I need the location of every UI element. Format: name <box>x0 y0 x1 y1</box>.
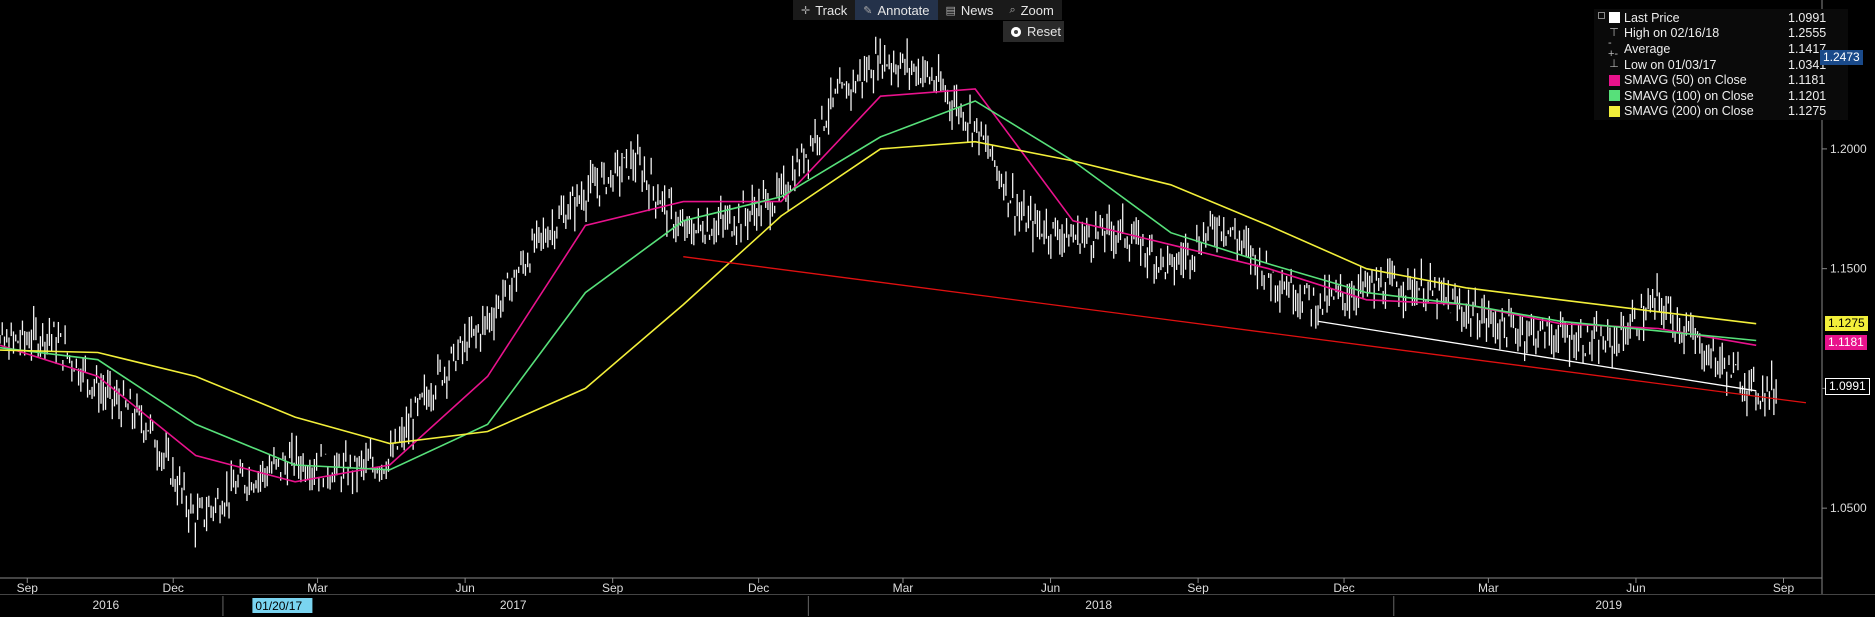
sma50-price-tag: 1.1181 <box>1825 335 1867 350</box>
y-tick-label: 1.2000 <box>1830 142 1867 156</box>
legend-row: SMAVG (50) on Close 1.1181 <box>1594 72 1848 88</box>
legend-swatch <box>1608 12 1620 24</box>
price-bars <box>0 36 1777 548</box>
legend-value: 1.0991 <box>1788 10 1827 25</box>
legend-value: 1.1275 <box>1788 104 1827 119</box>
year-label: 2019 <box>1595 598 1622 612</box>
legend-label: SMAVG (50) on Close <box>1624 73 1747 88</box>
month-label: Mar <box>307 581 328 595</box>
legend-swatch <box>1608 105 1620 117</box>
moving-average-lines <box>0 88 1757 483</box>
legend-marker-icon: -+- <box>1608 36 1619 60</box>
month-label: Dec <box>748 581 769 595</box>
legend-label: Average <box>1624 41 1671 56</box>
sma-line <box>0 100 1757 471</box>
legend-swatch <box>1608 74 1620 86</box>
magnifier-icon: ⌕ <box>1009 3 1016 16</box>
reset-label: Reset <box>1027 24 1061 39</box>
chart-toolbar: ✛ Track ✎ Annotate ▤ News ⌕ Zoom <box>793 0 1062 20</box>
last-price-tag: 1.0991 <box>1825 378 1870 395</box>
month-label: Jun <box>1626 581 1645 595</box>
legend-row: Last Price 1.0991 <box>1594 10 1848 26</box>
legend-value: 1.2555 <box>1788 26 1827 41</box>
legend-marker-icon: ⊥ <box>1609 58 1619 71</box>
month-label: Sep <box>17 581 39 595</box>
pencil-icon: ✎ <box>863 4 873 17</box>
zoom-label: Zoom <box>1020 2 1054 18</box>
legend-value: 1.1417 <box>1788 41 1827 56</box>
zoom-button[interactable]: ⌕ Zoom <box>1001 0 1061 20</box>
trendlines <box>683 256 1807 404</box>
year-label: 2018 <box>1085 598 1112 612</box>
legend-value: 1.1181 <box>1788 73 1826 88</box>
month-label: Jun <box>1041 581 1060 595</box>
crosshair-icon: ✛ <box>801 4 811 17</box>
sma-line <box>0 88 1757 483</box>
annotate-button[interactable]: ✎ Annotate <box>855 0 938 20</box>
legend-label: Last Price <box>1624 10 1680 25</box>
legend-row: ⊥ Low on 01/03/17 1.0341 <box>1594 57 1848 73</box>
high-price-tag: 1.2473 <box>1820 50 1863 65</box>
chart-legend: Last Price 1.0991 ⊤ High on 02/16/18 1.2555-… <box>1594 9 1848 121</box>
reset-icon <box>1011 26 1021 37</box>
month-label: Dec <box>163 581 184 595</box>
news-label: News <box>960 2 994 18</box>
month-label: Dec <box>1333 581 1354 595</box>
month-label: Mar <box>893 581 914 595</box>
sma-line <box>0 140 1757 445</box>
legend-value: 1.1201 <box>1788 88 1827 103</box>
legend-collapse-icon[interactable] <box>1598 12 1605 19</box>
legend-row: ⊤ High on 02/16/18 1.2555 <box>1594 26 1848 42</box>
trendline <box>1318 320 1757 392</box>
month-label: Sep <box>1773 581 1795 595</box>
legend-label: Low on 01/03/17 <box>1624 57 1717 72</box>
sma200-price-tag: 1.1275 <box>1825 316 1868 331</box>
x-axis: Sep Dec Mar Jun Sep Dec Mar Jun Sep Dec Mar Jun Sep 2… <box>0 577 1822 616</box>
month-label: Jun <box>455 581 474 595</box>
legend-swatch <box>1608 90 1620 102</box>
legend-marker-icon: ⊤ <box>1609 26 1619 39</box>
track-label: Track <box>815 2 848 18</box>
year-label: 2017 <box>500 598 527 612</box>
year-label: 2016 <box>93 598 120 612</box>
month-label: Mar <box>1478 581 1499 595</box>
legend-value: 1.0341 <box>1788 57 1827 72</box>
legend-label: SMAVG (100) on Close <box>1624 88 1754 103</box>
y-tick-label: 1.1500 <box>1830 262 1867 276</box>
legend-row: SMAVG (200) on Close 1.1275 <box>1594 104 1848 120</box>
time-axis-bar <box>0 594 1875 617</box>
month-label: Sep <box>1187 581 1209 595</box>
annotate-label: Annotate <box>877 2 930 18</box>
month-label: Sep <box>602 581 624 595</box>
legend-row: -+- Average 1.1417 <box>1594 36 1848 60</box>
legend-label: High on 02/16/18 <box>1624 26 1720 41</box>
newspaper-icon: ▤ <box>945 4 956 17</box>
legend-row: SMAVG (100) on Close 1.1201 <box>1594 88 1848 104</box>
trendline <box>683 256 1807 404</box>
reset-button[interactable]: Reset <box>1003 21 1064 42</box>
legend-label: SMAVG (200) on Close <box>1624 104 1754 119</box>
highlighted-date-box <box>252 598 313 613</box>
y-tick-label: 1.0500 <box>1830 501 1867 515</box>
track-button[interactable]: ✛ Track <box>793 0 855 20</box>
highlighted-date-label: 01/20/17 <box>255 599 302 613</box>
news-button[interactable]: ▤ News <box>938 0 1002 20</box>
